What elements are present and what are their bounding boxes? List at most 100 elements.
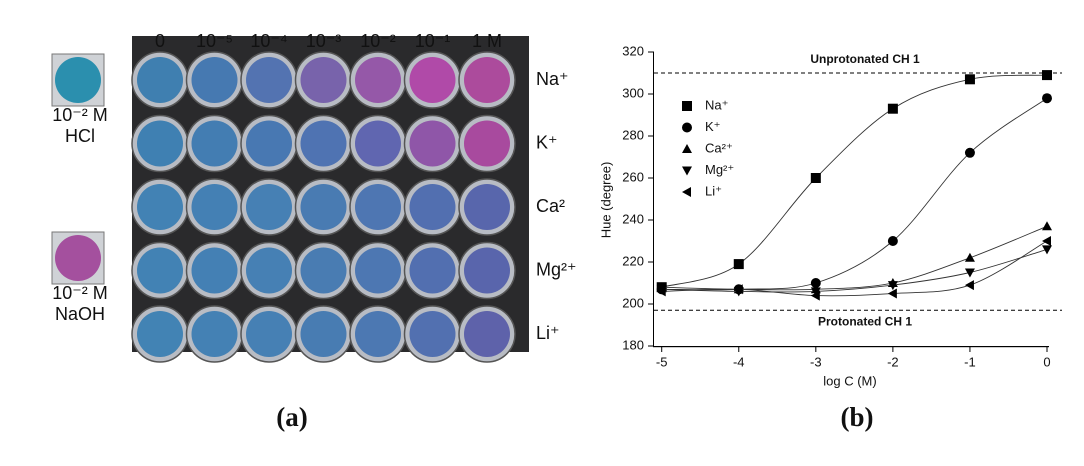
x-tick-label: -4 bbox=[733, 354, 745, 369]
well bbox=[137, 184, 183, 230]
reference-label: Unprotonated CH 1 bbox=[810, 52, 920, 66]
marker bbox=[888, 104, 898, 114]
well bbox=[137, 311, 183, 357]
fit-curve bbox=[662, 249, 1047, 292]
caption: (b) bbox=[841, 402, 874, 432]
x-tick-label: -5 bbox=[656, 354, 668, 369]
reference-label: 10⁻² M bbox=[52, 105, 108, 125]
well bbox=[464, 184, 510, 230]
well bbox=[410, 121, 456, 167]
y-tick-label: 240 bbox=[622, 211, 644, 226]
y-tick-label: 280 bbox=[622, 127, 644, 142]
reference-label: HCl bbox=[65, 126, 95, 146]
marker bbox=[1042, 245, 1052, 254]
well bbox=[464, 57, 510, 103]
legend-label: Mg²⁺ bbox=[705, 162, 734, 177]
well bbox=[464, 311, 510, 357]
well bbox=[246, 121, 292, 167]
column-label: 10⁻¹ bbox=[415, 31, 451, 51]
reference-label: 10⁻² M bbox=[52, 283, 108, 303]
well bbox=[192, 121, 238, 167]
y-tick-label: 320 bbox=[622, 43, 644, 58]
legend-label: Na⁺ bbox=[705, 97, 728, 112]
well bbox=[246, 184, 292, 230]
well bbox=[410, 248, 456, 294]
well bbox=[355, 184, 401, 230]
legend-label: K⁺ bbox=[705, 119, 721, 134]
reference-label: Protonated CH 1 bbox=[818, 314, 912, 328]
row-label: Ca² bbox=[536, 196, 565, 216]
marker bbox=[1042, 70, 1052, 80]
well bbox=[246, 57, 292, 103]
well bbox=[301, 248, 347, 294]
column-label: 1 M bbox=[472, 31, 502, 51]
marker bbox=[1042, 93, 1052, 103]
well bbox=[355, 248, 401, 294]
y-tick-label: 260 bbox=[622, 169, 644, 184]
legend-marker bbox=[682, 167, 692, 176]
marker bbox=[965, 253, 975, 262]
well bbox=[301, 311, 347, 357]
row-label: Mg²⁺ bbox=[536, 259, 577, 279]
y-tick-label: 300 bbox=[622, 85, 644, 100]
legend-marker bbox=[682, 187, 691, 197]
well bbox=[410, 311, 456, 357]
x-axis bbox=[653, 346, 1049, 347]
column-label: 10⁻⁴ bbox=[250, 31, 287, 51]
well bbox=[192, 311, 238, 357]
y-axis bbox=[653, 52, 654, 347]
well bbox=[355, 121, 401, 167]
well bbox=[301, 57, 347, 103]
well bbox=[192, 184, 238, 230]
column-label: 0 bbox=[155, 31, 165, 51]
well bbox=[410, 184, 456, 230]
column-label: 10⁻³ bbox=[306, 31, 342, 51]
legend-marker bbox=[682, 144, 692, 153]
well bbox=[410, 57, 456, 103]
marker bbox=[888, 289, 897, 299]
reference-well bbox=[55, 57, 101, 103]
legend-marker bbox=[682, 123, 692, 133]
y-tick-label: 220 bbox=[622, 253, 644, 268]
well bbox=[301, 121, 347, 167]
well bbox=[355, 311, 401, 357]
row-label: K⁺ bbox=[536, 132, 558, 152]
marker bbox=[1042, 236, 1051, 246]
x-tick-label: -1 bbox=[964, 354, 976, 369]
caption: (a) bbox=[276, 402, 307, 432]
row-label: Li⁺ bbox=[536, 323, 560, 343]
well bbox=[464, 248, 510, 294]
x-axis-label: log C (M) bbox=[823, 373, 876, 388]
well bbox=[192, 248, 238, 294]
x-tick-label: 0 bbox=[1043, 354, 1050, 369]
y-axis-label: Hue (degree) bbox=[598, 162, 613, 239]
legend-marker bbox=[682, 101, 692, 111]
marker bbox=[965, 148, 975, 158]
well bbox=[246, 248, 292, 294]
marker bbox=[811, 173, 821, 183]
x-tick-label: -3 bbox=[810, 354, 822, 369]
marker bbox=[1042, 221, 1052, 230]
well bbox=[137, 57, 183, 103]
marker bbox=[965, 280, 974, 290]
y-tick-label: 180 bbox=[622, 337, 644, 352]
marker bbox=[734, 259, 744, 269]
marker bbox=[965, 74, 975, 84]
x-tick-label: -2 bbox=[887, 354, 899, 369]
reference-well bbox=[55, 235, 101, 281]
fit-curve bbox=[662, 226, 1047, 290]
legend-label: Li⁺ bbox=[705, 183, 722, 198]
y-tick-label: 200 bbox=[622, 295, 644, 310]
well bbox=[301, 184, 347, 230]
row-label: Na⁺ bbox=[536, 69, 569, 89]
well bbox=[464, 121, 510, 167]
well bbox=[355, 57, 401, 103]
well bbox=[137, 248, 183, 294]
column-label: 10⁻² bbox=[360, 31, 396, 51]
legend-label: Ca²⁺ bbox=[705, 140, 733, 155]
well bbox=[192, 57, 238, 103]
reference-label: NaOH bbox=[55, 304, 105, 324]
well bbox=[137, 121, 183, 167]
marker bbox=[888, 236, 898, 246]
